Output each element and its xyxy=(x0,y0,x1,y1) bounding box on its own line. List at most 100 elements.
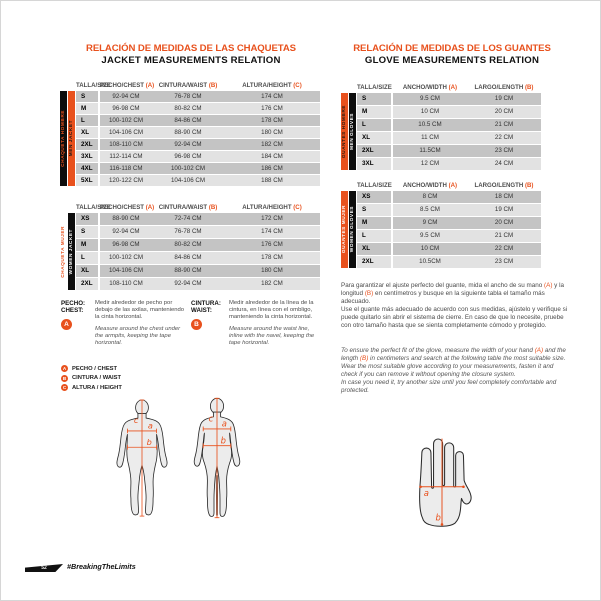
table-row: XL 104-106 CM 88-90 CM 180 CM xyxy=(76,265,320,277)
chest-cell: 100-102 CM xyxy=(108,117,144,124)
size-cell: XS xyxy=(76,213,100,225)
header-width: ANCHO/WIDTH (A) xyxy=(402,182,458,189)
height-cell: 178 CM xyxy=(261,117,283,124)
waist-cell: 96-98 CM xyxy=(174,153,202,160)
chest-cell: 92-94 CM xyxy=(112,228,140,235)
chest-cell: 108-110 CM xyxy=(109,280,143,287)
size-cell: M xyxy=(357,106,393,118)
glove-note-en: To ensure the perfect fit of the glove, … xyxy=(341,347,566,394)
length-cell: 23 CM xyxy=(494,258,514,265)
waist-cell: 80-82 CM xyxy=(174,241,202,248)
chest-cell: 104-106 CM xyxy=(108,267,144,274)
gloves-title-en: GLOVE MEASUREMENTS RELATION xyxy=(364,55,540,66)
women-gloves-side-en: WOMEN GLOVES xyxy=(349,191,356,268)
women-jacket-table: TALLA/SIZE PECHO/CHEST (A) CINTURA/WAIST… xyxy=(60,201,320,291)
table-row: M 96-98 CM 80-82 CM 176 CM xyxy=(76,103,320,114)
table-row: L 100-102 CM 84-86 CM 178 CM xyxy=(76,115,320,126)
size-cell: S xyxy=(357,204,393,216)
height-cell: 188 CM xyxy=(261,177,283,184)
size-cell: L xyxy=(76,252,100,264)
height-cell: 176 CM xyxy=(261,105,283,112)
header-length: LARGO/LENGTH (B) xyxy=(474,84,534,91)
length-cell: 22 CM xyxy=(494,134,514,141)
width-cell: 8.5 CM xyxy=(420,206,440,213)
hand-diagram: a b xyxy=(419,438,472,527)
chest-cell: 96-98 CM xyxy=(112,105,140,112)
waist-cell: 88-90 CM xyxy=(174,129,202,136)
table-row: 4XL 116-118 CM 100-102 CM 186 CM xyxy=(76,163,320,174)
table-row: S 92-94 CM 76-78 CM 174 CM xyxy=(76,91,320,102)
waist-cell: 88-90 CM xyxy=(174,267,202,274)
width-cell: 10 CM xyxy=(420,245,440,252)
length-cell: 20 CM xyxy=(494,219,514,226)
table-row: 2XL 11.5CM 23 CM xyxy=(357,145,541,157)
chest-cell: 104-106 CM xyxy=(108,129,144,136)
header-size: TALLA/SIZE xyxy=(76,204,111,211)
size-cell: S xyxy=(76,91,100,102)
table-row: 3XL 112-114 CM 96-98 CM 184 CM xyxy=(76,151,320,162)
chest-cell: 96-98 CM xyxy=(112,241,140,248)
table-row: 2XL 10.5CM 23 CM xyxy=(357,256,541,268)
female-measure-lines xyxy=(202,397,232,519)
chest-cell: 108-110 CM xyxy=(109,141,143,148)
page-number-banner: 52 xyxy=(25,564,63,572)
hashtag-text: #BreakingTheLimits xyxy=(67,562,136,571)
size-cell: XL xyxy=(357,132,393,144)
size-cell: XL xyxy=(357,243,393,255)
waist-note-label: CINTURA: WAIST: B xyxy=(191,300,221,330)
jackets-title-en: JACKET MEASUREMENTS RELATION xyxy=(101,55,281,66)
size-cell: XL xyxy=(76,127,100,138)
size-cell: 2XL xyxy=(357,256,393,268)
table-row: XL 10 CM 22 CM xyxy=(357,243,541,255)
header-chest: PECHO/CHEST (A) xyxy=(100,82,155,89)
height-cell: 174 CM xyxy=(261,93,283,100)
height-cell: 182 CM xyxy=(261,141,283,148)
table-row: XS 8 CM 18 CM xyxy=(357,191,541,203)
waist-cell: 80-82 CM xyxy=(174,105,202,112)
table-row: 5XL 120-122 CM 104-106 CM 188 CM xyxy=(76,175,320,186)
table-row: L 10.5 CM 21 CM xyxy=(357,119,541,131)
glove-note-es: Para garantizar el ajuste perfecto del g… xyxy=(341,282,568,329)
chest-note-label: PECHO: CHEST: A xyxy=(61,300,86,330)
chest-cell: 100-102 CM xyxy=(108,254,144,261)
height-cell: 184 CM xyxy=(261,153,283,160)
header-height: ALTURA/HEIGHT (C) xyxy=(242,82,302,89)
legend-key-badge: A xyxy=(61,365,68,372)
height-cell: 186 CM xyxy=(261,165,283,172)
size-cell: 4XL xyxy=(76,163,100,174)
length-cell: 19 CM xyxy=(494,206,514,213)
width-cell: 11.5CM xyxy=(419,147,441,154)
men-jacket-rows: S 92-94 CM 76-78 CM 174 CM M 96-98 CM 80… xyxy=(76,91,320,187)
chest-cell: 112-114 CM xyxy=(109,153,143,160)
chest-cell: 116-118 CM xyxy=(109,165,143,172)
width-cell: 10 CM xyxy=(420,108,440,115)
waist-cell: 76-78 CM xyxy=(174,228,202,235)
legend-row: B CINTURA / WAIST xyxy=(61,374,122,382)
female-waist-label: b xyxy=(221,435,226,445)
width-cell: 8 CM xyxy=(422,193,438,200)
width-cell: 11 CM xyxy=(421,134,439,141)
header-size: TALLA/SIZE xyxy=(357,182,392,189)
hand-length-label: b xyxy=(436,513,441,523)
waist-cell: 84-86 CM xyxy=(174,117,202,124)
header-waist: CINTURA/WAIST (B) xyxy=(158,82,218,89)
men-jacket-header: TALLA/SIZE PECHO/CHEST (A) CINTURA/WAIST… xyxy=(60,79,320,89)
size-cell: S xyxy=(76,226,100,238)
men-gloves-side-es: GUANTES HOMBRE xyxy=(341,93,348,170)
male-measure-lines xyxy=(127,399,157,517)
chest-cell: 88-90 CM xyxy=(112,215,140,222)
waist-cell: 84-86 CM xyxy=(174,254,202,261)
male-waist-label: b xyxy=(147,437,152,447)
length-cell: 23 CM xyxy=(494,147,514,154)
waist-cell: 100-102 CM xyxy=(170,165,206,172)
jackets-title-es: RELACIÓN DE MEDIDAS DE LAS CHAQUETAS xyxy=(86,43,296,54)
table-row: XL 104-106 CM 88-90 CM 180 CM xyxy=(76,127,320,138)
gloves-title-es: RELACIÓN DE MEDIDAS DE LOS GUANTES xyxy=(353,43,551,54)
length-cell: 20 CM xyxy=(494,108,514,115)
table-row: L 100-102 CM 84-86 CM 178 CM xyxy=(76,252,320,264)
women-jacket-side-es: CHAQUETA MUJER xyxy=(60,213,67,290)
size-cell: XS xyxy=(357,191,393,203)
header-length: LARGO/LENGTH (B) xyxy=(474,182,534,189)
size-cell: L xyxy=(357,119,393,131)
table-row: XL 11 CM 22 CM xyxy=(357,132,541,144)
